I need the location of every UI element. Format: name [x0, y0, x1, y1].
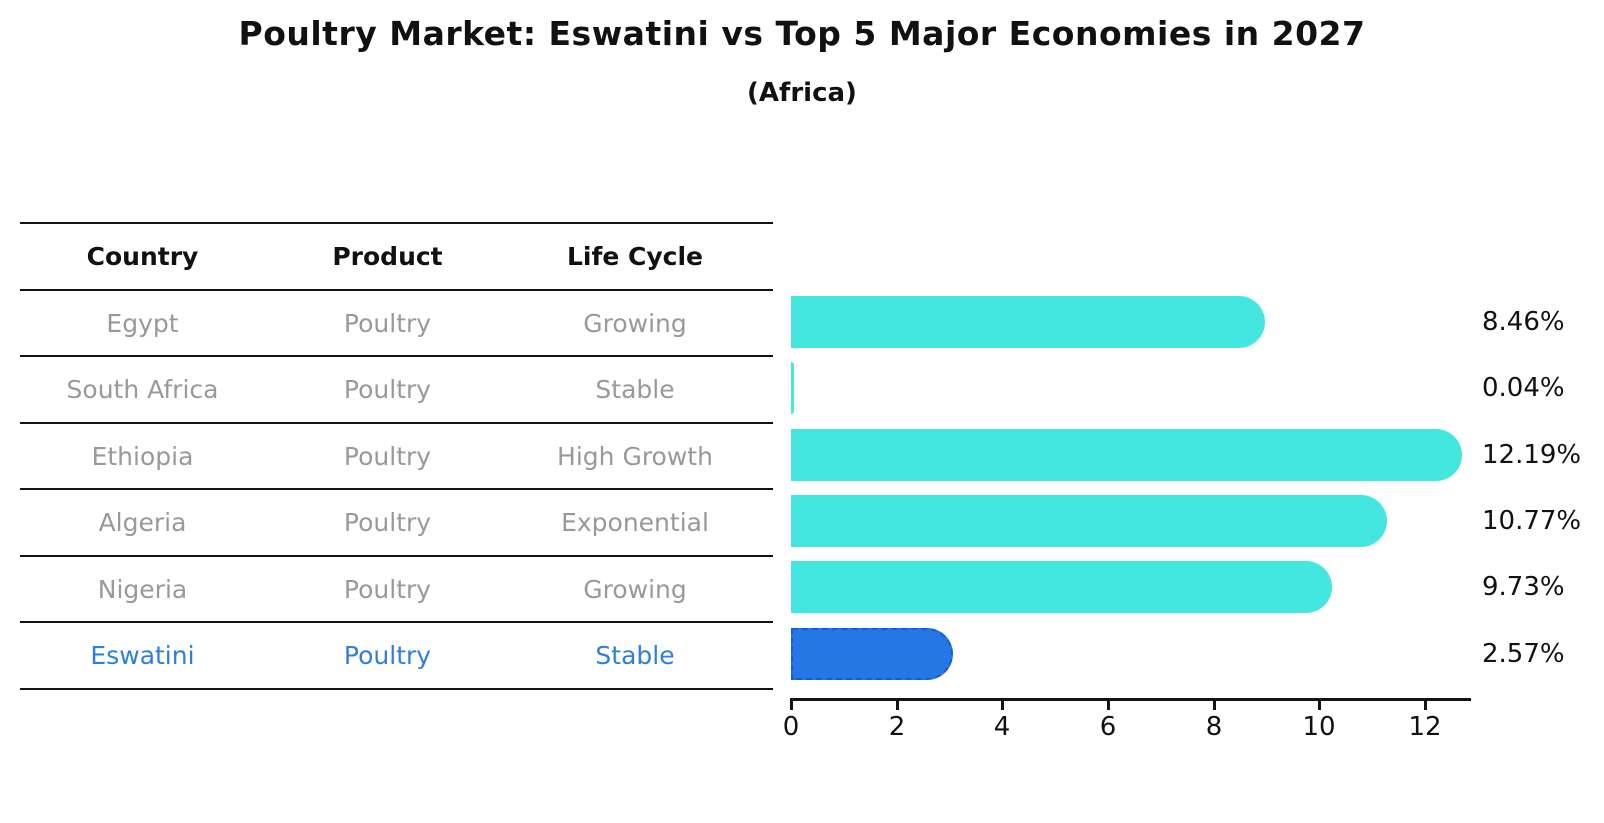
value-label-nigeria: 9.73% [1482, 572, 1565, 602]
x-tick [1318, 701, 1321, 710]
x-tick-label: 12 [1408, 712, 1442, 742]
x-tick-label: 2 [888, 712, 906, 742]
table-line [20, 222, 773, 224]
column-header-country: Country [86, 241, 199, 271]
table-line [20, 422, 773, 424]
table-row-ethiopia: Ethiopia Poultry High Growth [0, 424, 773, 488]
value-label-algeria: 10.77% [1482, 506, 1582, 536]
x-tick [790, 701, 793, 710]
cell-life-cycle: Growing [583, 574, 687, 604]
column-header-life-cycle: Life Cycle [566, 241, 704, 271]
chart-title: Poultry Market: Eswatini vs Top 5 Major … [238, 14, 1366, 53]
x-tick-label: 6 [1099, 712, 1117, 742]
column-header-product: Product [332, 241, 443, 271]
cell-product: Poultry [343, 640, 432, 670]
cell-life-cycle: Growing [583, 308, 687, 338]
cell-product: Poultry [343, 574, 432, 604]
table-line [20, 621, 773, 623]
bar-nigeria [791, 561, 1332, 613]
cell-life-cycle: Stable [595, 640, 675, 670]
cell-country: Ethiopia [91, 441, 194, 471]
bar-eswatini [791, 628, 953, 680]
cell-country: Nigeria [97, 574, 188, 604]
table-row-eswatini: Eswatini Poultry Stable [0, 623, 773, 687]
table-line [20, 688, 773, 690]
table-line [20, 488, 773, 490]
value-label-south-africa: 0.04% [1482, 373, 1565, 403]
x-axis [790, 698, 1471, 701]
x-tick [1424, 701, 1427, 710]
table-line [20, 355, 773, 357]
x-tick-label: 10 [1302, 712, 1336, 742]
x-tick-label: 4 [993, 712, 1011, 742]
table-row-algeria: Algeria Poultry Exponential [0, 490, 773, 554]
table-row-egypt: Egypt Poultry Growing [0, 291, 773, 355]
cell-country: Algeria [98, 507, 187, 537]
value-label-egypt: 8.46% [1482, 307, 1565, 337]
table-row-nigeria: Nigeria Poultry Growing [0, 557, 773, 621]
value-label-eswatini: 2.57% [1482, 639, 1565, 669]
cell-product: Poultry [343, 441, 432, 471]
bar-ethiopia [791, 429, 1462, 481]
x-tick [896, 701, 899, 710]
value-label-ethiopia: 12.19% [1482, 440, 1582, 470]
cell-product: Poultry [343, 374, 432, 404]
x-tick [1107, 701, 1110, 710]
x-tick [1213, 701, 1216, 710]
cell-life-cycle: Stable [595, 374, 675, 404]
x-tick [1001, 701, 1004, 710]
cell-life-cycle: High Growth [557, 441, 713, 471]
x-tick-label: 0 [782, 712, 800, 742]
table-line [20, 555, 773, 557]
cell-product: Poultry [343, 308, 432, 338]
table-line [20, 289, 773, 291]
table-header-row: Country Product Life Cycle [0, 224, 773, 288]
chart-subtitle: (Africa) [747, 78, 857, 108]
table-row-south-africa: South Africa Poultry Stable [0, 357, 773, 421]
bar-south-africa [791, 362, 794, 414]
cell-country: Eswatini [90, 640, 195, 670]
bar-algeria [791, 495, 1387, 547]
cell-life-cycle: Exponential [561, 507, 709, 537]
x-tick-label: 8 [1205, 712, 1223, 742]
bar-egypt [791, 296, 1265, 348]
cell-country: Egypt [106, 308, 179, 338]
cell-product: Poultry [343, 507, 432, 537]
cell-country: South Africa [66, 374, 219, 404]
